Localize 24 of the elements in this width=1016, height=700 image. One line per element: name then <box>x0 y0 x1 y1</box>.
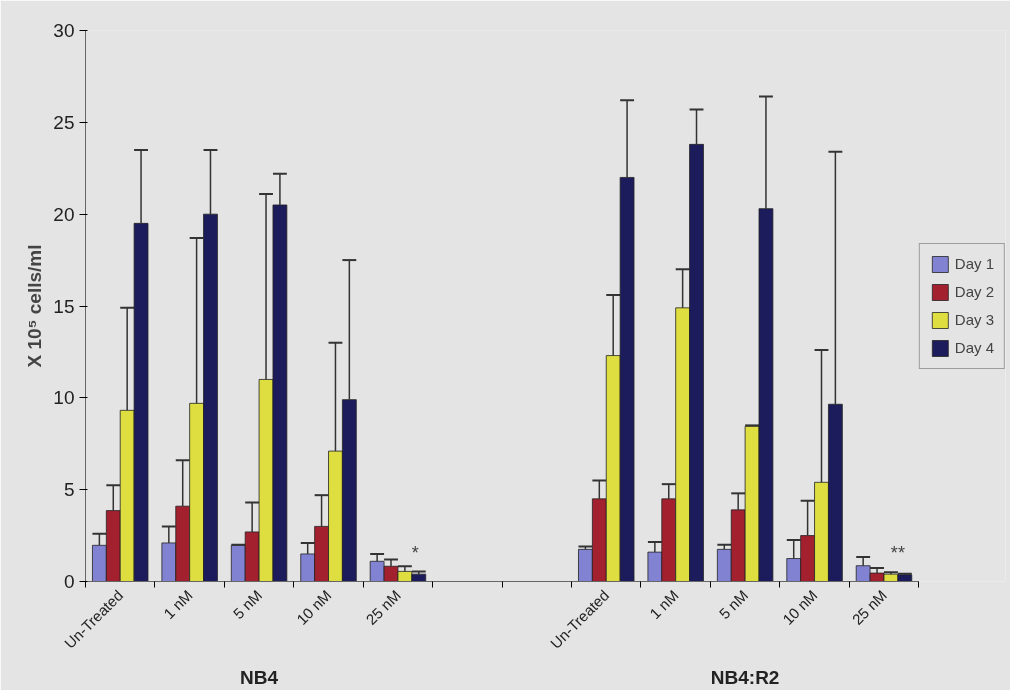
x-tick-label: 5 nM <box>715 586 752 623</box>
annotation: * <box>411 543 419 564</box>
legend-label: Day 3 <box>954 311 994 328</box>
y-tick-label: 20 <box>53 203 75 225</box>
x-tick-label: 1 nM <box>160 586 196 623</box>
y-tick-label: 15 <box>53 295 75 317</box>
y-tick-label: 0 <box>63 571 75 592</box>
text: NB4:R2 <box>710 666 780 688</box>
x-tick-label: 25 nM <box>848 586 891 628</box>
x-tick-label: 10 nM <box>779 586 821 628</box>
y-axis-title: X 10⁵ cells/ml <box>24 244 46 368</box>
y-tick-label: 30 <box>53 20 75 41</box>
text: NB4 <box>240 666 279 688</box>
legend-label: Day 4 <box>954 339 994 356</box>
x-tick-label: 5 nM <box>229 586 266 623</box>
x-tick-label: 1 nM <box>646 586 682 623</box>
legend-label: Day 1 <box>954 255 994 272</box>
x-tick-label: 25 nM <box>362 586 404 628</box>
legend-label: Day 2 <box>954 283 994 300</box>
y-tick-label: 25 <box>53 111 75 133</box>
y-tick-label: 10 <box>53 387 75 409</box>
y-tick-label: 5 <box>63 479 75 501</box>
annotation: ** <box>890 543 905 564</box>
x-tick-label: 10 nM <box>293 586 335 628</box>
